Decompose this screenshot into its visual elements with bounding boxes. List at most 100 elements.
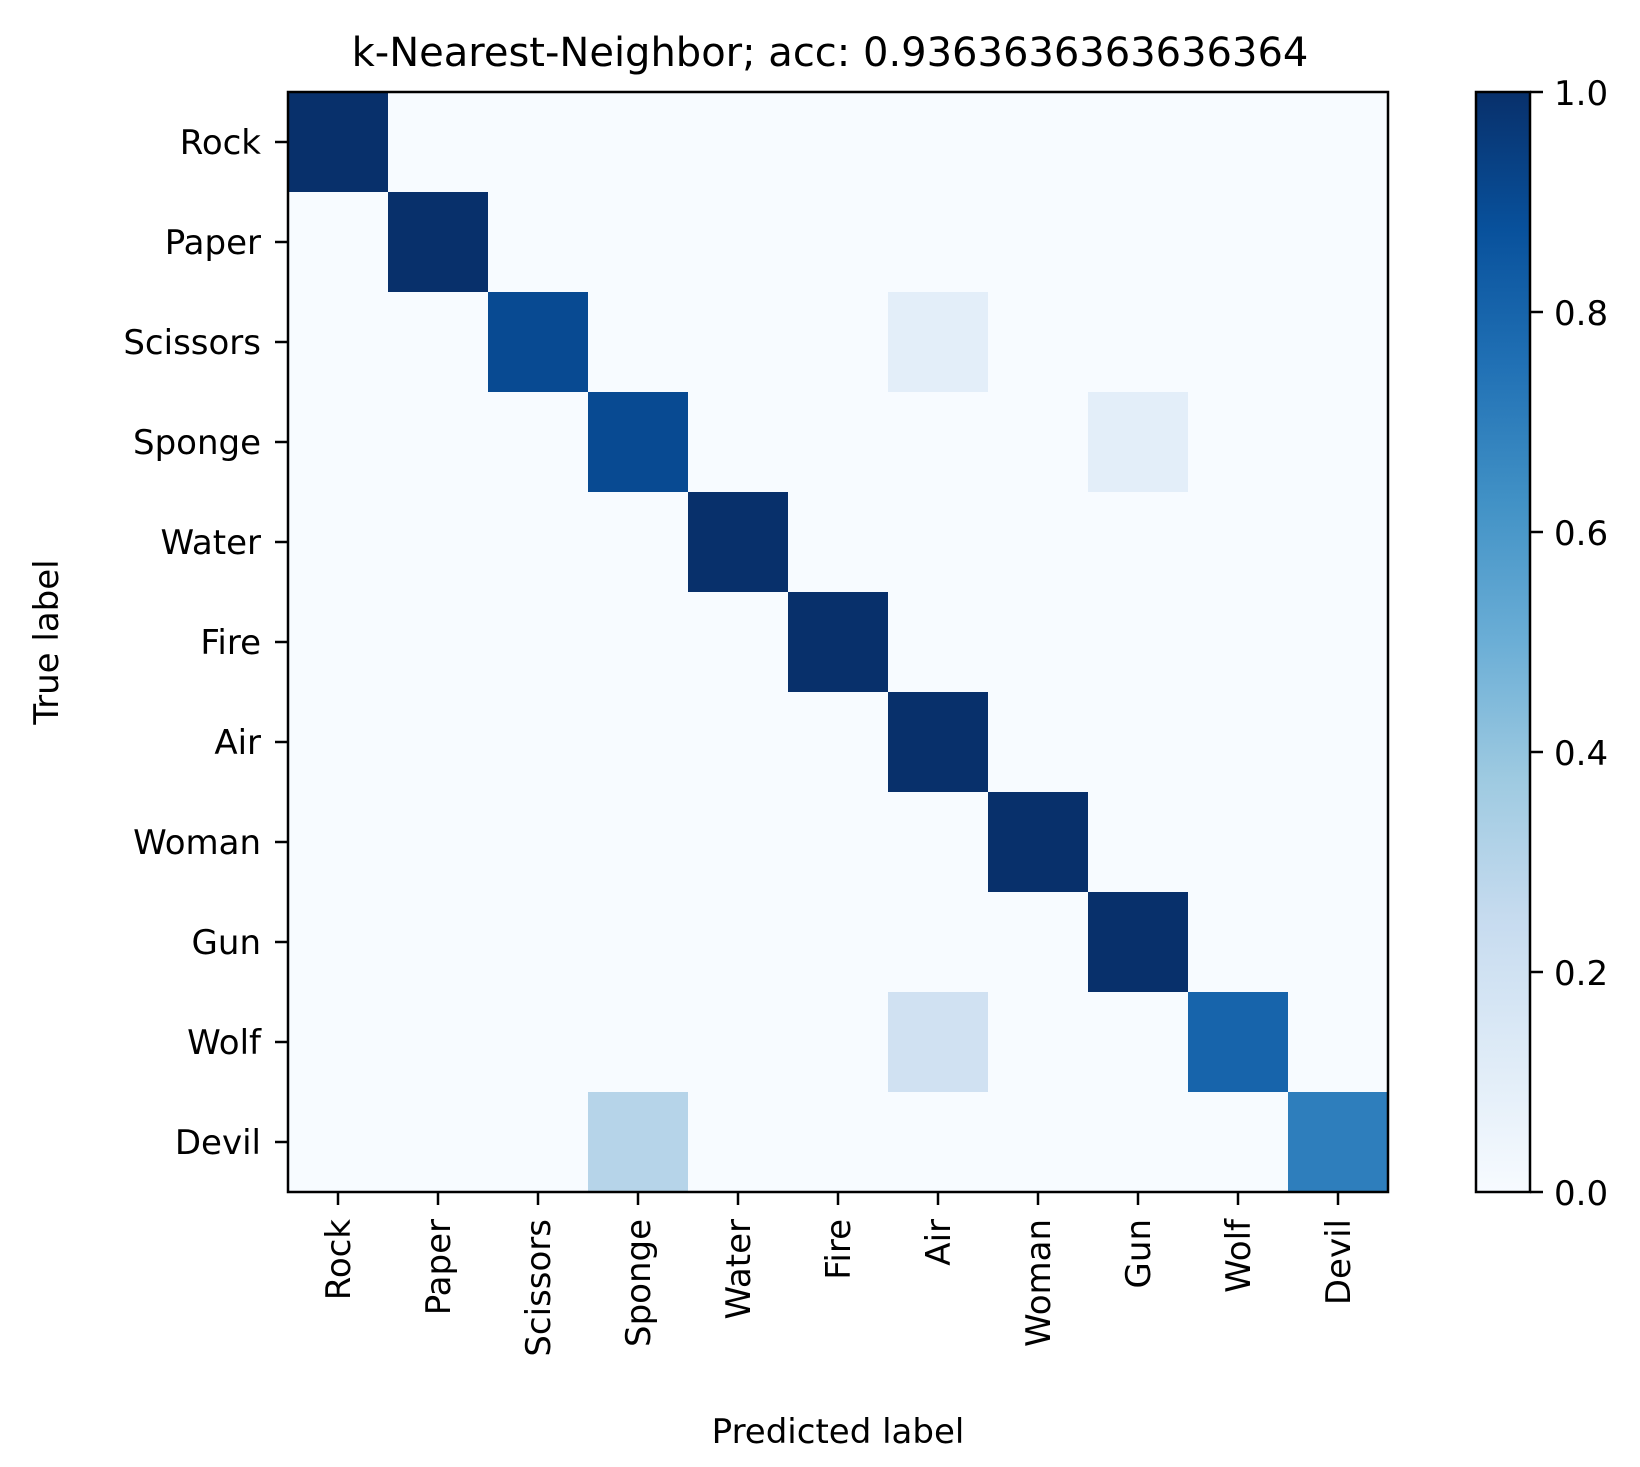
heatmap-cell	[488, 192, 589, 293]
heatmap-cell	[988, 592, 1089, 693]
heatmap-cell	[288, 92, 389, 193]
y-tick-label: Gun	[192, 923, 261, 963]
heatmap-cell	[688, 592, 789, 693]
x-tick-label: Fire	[819, 1219, 859, 1280]
heatmap-cell	[388, 692, 489, 793]
heatmap-cell	[1088, 492, 1189, 593]
y-tick-label: Devil	[175, 1123, 261, 1163]
x-tick-label: Scissors	[519, 1219, 559, 1357]
heatmap-cell	[1088, 792, 1189, 893]
heatmap-cell	[1188, 192, 1289, 293]
colorbar-tick-label: 0.8	[1554, 294, 1608, 334]
heatmap-cell	[388, 592, 489, 693]
colorbar-tick-label: 0.4	[1554, 734, 1608, 774]
heatmap-cell	[788, 792, 889, 893]
heatmap-cell	[588, 592, 689, 693]
heatmap-cell	[988, 992, 1089, 1093]
heatmap-cell	[888, 492, 989, 593]
heatmap-cell	[488, 692, 589, 793]
heatmap-cell	[488, 292, 589, 393]
heatmap-cell	[988, 92, 1089, 193]
heatmap-cell	[688, 992, 789, 1093]
heatmap-cell	[1088, 992, 1189, 1093]
heatmap-cell	[888, 692, 989, 793]
heatmap-cell	[288, 192, 389, 293]
heatmap-cell	[688, 892, 789, 993]
heatmap-cell	[488, 1092, 589, 1193]
heatmap-cell	[1288, 1092, 1389, 1193]
heatmap-cell	[1088, 1092, 1189, 1193]
y-axis-label: True label	[27, 559, 67, 725]
heatmap-cell	[688, 492, 789, 593]
y-tick-label: Woman	[133, 823, 261, 863]
y-axis-ticks: Rock Paper Scissors Sponge Water Fire Air Woman…	[123, 123, 288, 1163]
heatmap-cell	[988, 392, 1089, 493]
heatmap-cell	[888, 792, 989, 893]
heatmap-cell	[1088, 892, 1189, 993]
heatmap-cell	[1188, 892, 1289, 993]
heatmap-cell	[288, 292, 389, 393]
heatmap-cell	[1188, 792, 1289, 893]
x-tick-label: Sponge	[619, 1219, 659, 1347]
heatmap-cell	[388, 792, 489, 893]
colorbar-tick-label: 0.0	[1554, 1174, 1608, 1214]
heatmap-cell	[888, 392, 989, 493]
heatmap-cell	[788, 492, 889, 593]
heatmap-cell	[1288, 792, 1389, 893]
heatmap-cell	[788, 992, 889, 1093]
x-tick-label: Wolf	[1219, 1218, 1259, 1293]
colorbar-ticks: 0.0 0.2 0.4 0.6 0.8 1.0	[1530, 74, 1608, 1214]
x-tick-label: Woman	[1019, 1219, 1059, 1347]
heatmap-cell	[888, 1092, 989, 1193]
heatmap-cell	[588, 492, 689, 593]
colorbar-tick-label: 0.6	[1554, 514, 1608, 554]
heatmap-cell	[1188, 392, 1289, 493]
heatmap-cell	[288, 392, 389, 493]
heatmap-cell	[988, 192, 1089, 293]
heatmap-cell	[688, 192, 789, 293]
y-tick-label: Fire	[200, 623, 261, 663]
heatmap-cell	[388, 492, 489, 593]
heatmap-cell	[1188, 292, 1289, 393]
heatmap-cell	[688, 1092, 789, 1193]
heatmap-cell	[888, 192, 989, 293]
heatmap-cell	[788, 1092, 889, 1193]
heatmap-cell	[1188, 92, 1289, 193]
x-tick-label: Air	[919, 1219, 959, 1266]
heatmap-cell	[888, 992, 989, 1093]
y-tick-label: Rock	[180, 123, 262, 163]
heatmap-cell	[588, 692, 689, 793]
heatmap-cell	[1288, 192, 1389, 293]
y-tick-label: Water	[160, 523, 261, 563]
heatmap-cell	[488, 892, 589, 993]
heatmap-cell	[888, 292, 989, 393]
heatmap-cell	[1088, 192, 1189, 293]
heatmap-cell	[688, 392, 789, 493]
heatmap-cell	[388, 1092, 489, 1193]
heatmap-cell	[788, 192, 889, 293]
x-axis-ticks: Rock Paper Scissors Sponge Water Fire Air Woman…	[319, 1192, 1359, 1357]
x-tick-label: Gun	[1119, 1219, 1159, 1288]
heatmap-cell	[488, 492, 589, 593]
heatmap-cell	[888, 92, 989, 193]
heatmap-cell	[288, 692, 389, 793]
heatmap-cell	[788, 292, 889, 393]
heatmap-cell	[288, 992, 389, 1093]
heatmap-cell	[788, 692, 889, 793]
heatmap-cell	[288, 792, 389, 893]
y-tick-label: Scissors	[123, 323, 261, 363]
heatmap-cell	[588, 1092, 689, 1193]
heatmap-cell	[988, 692, 1089, 793]
heatmap-cell	[388, 992, 489, 1093]
heatmap-cell	[888, 592, 989, 693]
heatmap-cell	[288, 592, 389, 693]
y-tick-label: Wolf	[187, 1023, 262, 1063]
heatmap-cell	[1288, 892, 1389, 993]
heatmap-cell	[688, 792, 789, 893]
heatmap-cell	[488, 92, 589, 193]
y-tick-label: Air	[214, 723, 261, 763]
heatmap-cell	[588, 892, 689, 993]
heatmap-cell	[1288, 92, 1389, 193]
heatmap-cell	[1288, 292, 1389, 393]
